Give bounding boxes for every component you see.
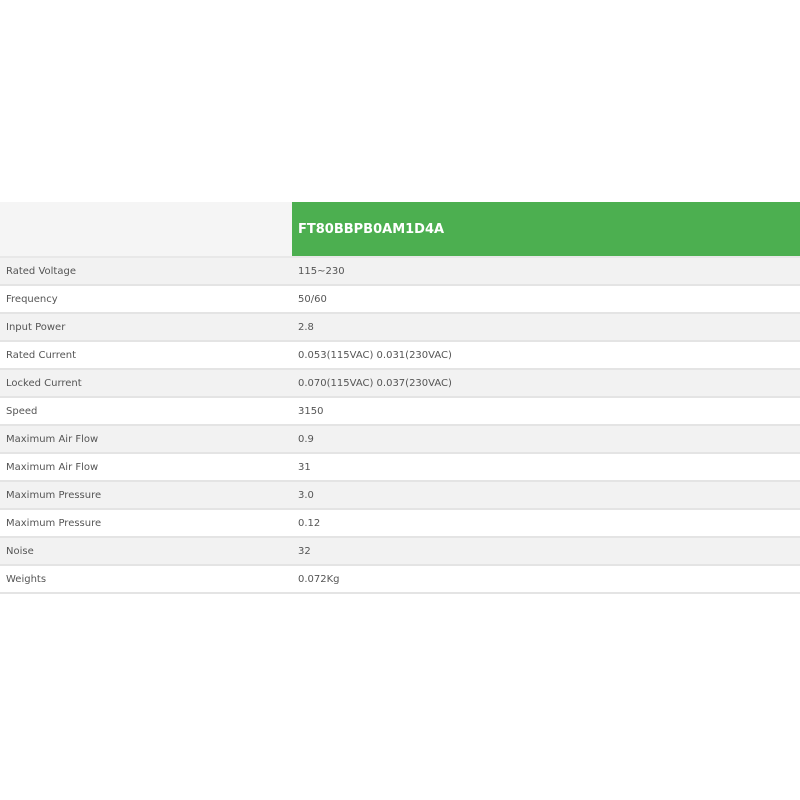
table-row: Rated Voltage 115~230 xyxy=(0,257,800,286)
table-row: Frequency 50/60 xyxy=(0,285,800,314)
table-row: Weights 0.072Kg xyxy=(0,565,800,594)
table-row: Noise 32 xyxy=(0,537,800,566)
spec-label: Maximum Air Flow xyxy=(0,425,292,454)
spec-label: Frequency xyxy=(0,285,292,314)
spec-label: Maximum Pressure xyxy=(0,509,292,538)
spec-label: Weights xyxy=(0,565,292,594)
model-header: FT80BBPB0AM1D4A xyxy=(292,202,800,258)
spec-label: Speed xyxy=(0,397,292,426)
spec-table: FT80BBPB0AM1D4A Rated Voltage 115~230 Freq… xyxy=(0,202,800,594)
spec-label: Noise xyxy=(0,537,292,566)
table-row: Speed 3150 xyxy=(0,397,800,426)
spec-value: 0.9 xyxy=(292,425,800,454)
spec-value: 50/60 xyxy=(292,285,800,314)
table-row: Maximum Air Flow 0.9 xyxy=(0,425,800,454)
spec-label: Rated Voltage xyxy=(0,257,292,286)
table-row: Locked Current 0.070(115VAC) 0.037(230VAC… xyxy=(0,369,800,398)
spec-value: 0.072Kg xyxy=(292,565,800,594)
table-row: Input Power 2.8 xyxy=(0,313,800,342)
spec-value: 3.0 xyxy=(292,481,800,510)
table-row: Maximum Pressure 0.12 xyxy=(0,509,800,538)
spec-value: 0.12 xyxy=(292,509,800,538)
spec-value: 2.8 xyxy=(292,313,800,342)
spec-label: Maximum Pressure xyxy=(0,481,292,510)
spec-value: 3150 xyxy=(292,397,800,426)
spec-value: 0.053(115VAC) 0.031(230VAC) xyxy=(292,341,800,370)
spec-value: 31 xyxy=(292,453,800,482)
spec-label: Input Power xyxy=(0,313,292,342)
spec-value: 0.070(115VAC) 0.037(230VAC) xyxy=(292,369,800,398)
header-blank-cell xyxy=(0,202,292,258)
table-row: Maximum Pressure 3.0 xyxy=(0,481,800,510)
table-row: Maximum Air Flow 31 xyxy=(0,453,800,482)
spec-label: Maximum Air Flow xyxy=(0,453,292,482)
table-header-row: FT80BBPB0AM1D4A xyxy=(0,202,800,258)
spec-value: 32 xyxy=(292,537,800,566)
table-row: Rated Current 0.053(115VAC) 0.031(230VAC) xyxy=(0,341,800,370)
spec-value: 115~230 xyxy=(292,257,800,286)
spec-label: Locked Current xyxy=(0,369,292,398)
spec-label: Rated Current xyxy=(0,341,292,370)
